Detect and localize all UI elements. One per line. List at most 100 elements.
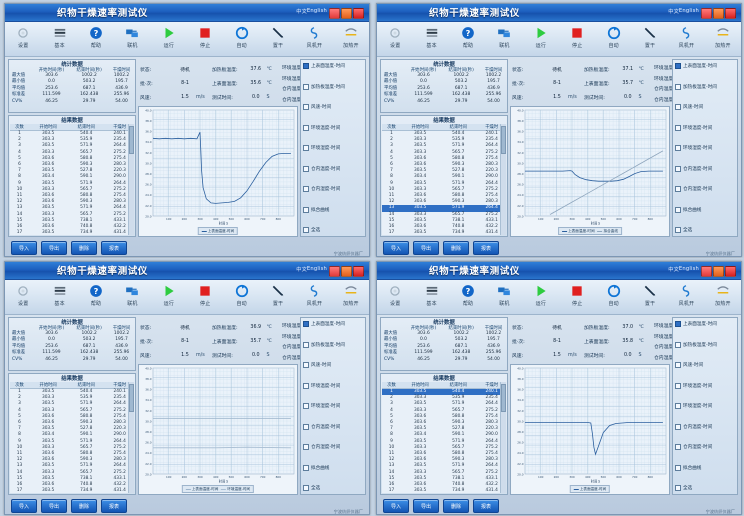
table-row[interactable]: 4 303.3 565.7 275.2	[10, 408, 134, 414]
toolbar-button-运行[interactable]: 运行	[151, 24, 187, 54]
checkbox-icon[interactable]	[303, 165, 309, 172]
checkbox-icon[interactable]	[675, 206, 681, 213]
table-row[interactable]: 5 303.6 580.8 275.4	[382, 156, 506, 162]
footer-button-导出[interactable]: 导出	[413, 499, 439, 513]
chart-area[interactable]: 40.0 38.0 36.0 34.0 32.0 30.0 28.0 26.0 24.0 22.0…	[510, 364, 670, 495]
toolbar-button-加热开[interactable]: 加热开	[705, 282, 741, 312]
curve-option-4[interactable]: 环境湿度-时间	[303, 145, 363, 151]
curve-option-2[interactable]: 风速-时间	[675, 104, 735, 110]
checkbox-icon[interactable]	[675, 145, 681, 151]
toolbar-button-联机[interactable]: 联机	[114, 24, 150, 54]
results-scrollbar[interactable]	[500, 382, 506, 493]
toolbar-button-设置[interactable]: 设置	[5, 282, 41, 312]
curve-option-3[interactable]: 环境温度-时间	[303, 382, 363, 389]
scrollbar-thumb[interactable]	[129, 384, 134, 412]
table-row[interactable]: 1 303.5 540.4 240.1	[10, 131, 134, 138]
curve-option-8[interactable]: 全选	[675, 485, 735, 491]
table-row[interactable]: 10 303.3 565.7 275.2	[10, 187, 134, 193]
table-row[interactable]: 12 303.6 590.3 280.3	[10, 199, 134, 205]
curve-option-6[interactable]: 仓内湿度-时间	[303, 444, 363, 450]
table-row[interactable]: 2 303.3 535.9 235.4	[10, 395, 134, 401]
footer-button-报表[interactable]: 报表	[473, 499, 499, 513]
curve-option-4[interactable]: 环境湿度-时间	[303, 403, 363, 409]
minimize-icon[interactable]	[329, 265, 340, 277]
checkbox-icon[interactable]	[675, 485, 681, 491]
checkbox-icon[interactable]	[303, 104, 309, 110]
table-row[interactable]: 17 303.5 734.9 431.4	[10, 230, 134, 235]
table-row[interactable]: 7 303.5 527.8 220.3	[382, 168, 506, 174]
table-row[interactable]: 14 303.3 565.7 275.2	[382, 470, 506, 476]
results-scroll-area[interactable]: 次数 开始时间 结束时间 干燥时 1 303.5 540.4 240.1 2 303.…	[382, 382, 506, 493]
maximize-icon[interactable]	[341, 265, 352, 277]
checkbox-icon[interactable]	[675, 382, 681, 389]
scrollbar-thumb[interactable]	[501, 126, 506, 154]
toolbar-button-设置[interactable]: 设置	[5, 24, 41, 54]
footer-button-导入[interactable]: 导入	[11, 499, 37, 513]
checkbox-icon[interactable]	[675, 165, 681, 172]
toolbar-button-设置[interactable]: 设置	[377, 282, 413, 312]
checkbox-icon[interactable]	[675, 321, 681, 327]
table-row[interactable]: 13 303.5 571.9 264.4	[382, 463, 506, 469]
curve-option-2[interactable]: 风速-时间	[303, 362, 363, 368]
checkbox-icon[interactable]	[675, 403, 681, 409]
curve-option-7[interactable]: 拟合曲线	[675, 464, 735, 471]
toolbar-button-帮助[interactable]: ? 帮助	[78, 24, 114, 54]
curve-option-1[interactable]: 加热板温度-时间	[675, 83, 735, 90]
checkbox-icon[interactable]	[303, 63, 309, 69]
curve-option-0[interactable]: 上表面温度-时间	[303, 321, 363, 327]
scrollbar-thumb[interactable]	[501, 384, 506, 412]
toolbar-button-基本[interactable]: 基本	[41, 282, 77, 312]
table-row[interactable]: 2 303.3 535.9 235.4	[382, 395, 506, 401]
table-row[interactable]: 14 303.3 565.7 275.2	[10, 470, 134, 476]
table-row[interactable]: 1 303.5 540.4 240.1	[10, 389, 134, 396]
table-row[interactable]: 6 303.6 590.3 280.3	[382, 162, 506, 168]
language-chinese[interactable]: 中文	[296, 9, 307, 15]
footer-button-报表[interactable]: 报表	[473, 241, 499, 255]
results-scrollbar[interactable]	[500, 124, 506, 235]
toolbar-button-帮助[interactable]: ? 帮助	[78, 282, 114, 312]
checkbox-icon[interactable]	[303, 124, 309, 131]
toolbar-button-风机开[interactable]: 风机开	[668, 24, 704, 54]
toolbar-button-联机[interactable]: 联机	[486, 282, 522, 312]
table-row[interactable]: 15 303.5 738.1 433.1	[10, 476, 134, 482]
checkbox-icon[interactable]	[303, 444, 309, 450]
table-row[interactable]: 9 303.5 571.9 264.4	[382, 439, 506, 445]
chart-area[interactable]: 40.0 38.0 36.0 34.0 32.0 30.0 28.0 26.0 24.0 22.0…	[510, 106, 670, 237]
curve-option-0[interactable]: 上表面温度-时间	[303, 63, 363, 69]
checkbox-icon[interactable]	[675, 362, 681, 368]
chart-area[interactable]: 40.0 38.0 36.0 34.0 32.0 30.0 28.0 26.0 24.0 22.0…	[138, 364, 298, 495]
table-row[interactable]: 15 303.5 738.1 433.1	[382, 476, 506, 482]
language-english[interactable]: English	[306, 8, 327, 14]
table-row[interactable]: 9 303.5 571.9 264.4	[382, 181, 506, 187]
footer-button-报表[interactable]: 报表	[101, 241, 127, 255]
toolbar-button-帮助[interactable]: ? 帮助	[450, 24, 486, 54]
table-row[interactable]: 15 303.5 738.1 433.1	[10, 218, 134, 224]
toolbar-button-运行[interactable]: 运行	[523, 282, 559, 312]
curve-option-4[interactable]: 环境湿度-时间	[675, 145, 735, 151]
table-row[interactable]: 7 303.5 527.8 220.3	[382, 426, 506, 432]
toolbar-button-停止[interactable]: 停止	[559, 24, 595, 54]
table-row[interactable]: 5 303.6 580.8 275.4	[382, 414, 506, 420]
table-row[interactable]: 16 303.6 740.8 432.2	[10, 224, 134, 230]
checkbox-icon[interactable]	[303, 83, 309, 90]
curve-option-8[interactable]: 全选	[303, 227, 363, 233]
language-english[interactable]: English	[678, 266, 699, 272]
toolbar-button-置干[interactable]: 置干	[260, 282, 296, 312]
table-row[interactable]: 1 303.5 540.4 240.1	[382, 388, 506, 396]
table-row[interactable]: 7 303.5 527.8 220.3	[10, 426, 134, 432]
checkbox-icon[interactable]	[303, 227, 309, 233]
minimize-icon[interactable]	[701, 265, 712, 277]
curve-option-3[interactable]: 环境温度-时间	[303, 124, 363, 131]
footer-button-导出[interactable]: 导出	[413, 241, 439, 255]
table-row[interactable]: 6 303.6 590.3 280.3	[10, 420, 134, 426]
table-row[interactable]: 16 303.6 740.8 432.2	[382, 224, 506, 230]
toolbar-button-置干[interactable]: 置干	[260, 24, 296, 54]
table-row[interactable]: 4 303.3 565.7 275.2	[382, 150, 506, 156]
curve-option-6[interactable]: 仓内湿度-时间	[675, 186, 735, 192]
maximize-icon[interactable]	[713, 7, 724, 19]
table-row[interactable]: 12 303.6 590.3 280.3	[382, 199, 506, 205]
table-row[interactable]: 13 303.5 571.9 264.4	[10, 205, 134, 211]
checkbox-icon[interactable]	[675, 444, 681, 450]
table-row[interactable]: 5 303.6 580.8 275.4	[10, 414, 134, 420]
table-row[interactable]: 12 303.6 590.3 280.3	[382, 457, 506, 463]
